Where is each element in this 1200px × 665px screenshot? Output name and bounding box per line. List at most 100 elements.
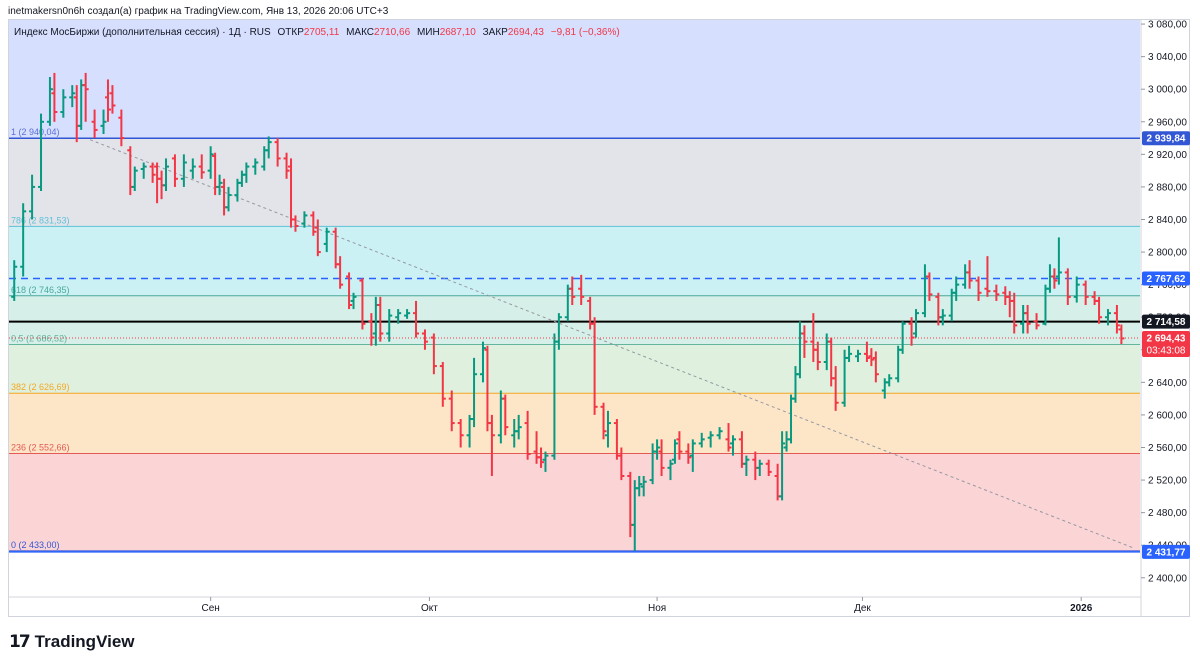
y-tick-label: 2 960,00	[1148, 117, 1187, 128]
ohlc-bar	[386, 309, 393, 342]
ohlc-bar	[189, 158, 196, 179]
ohlc-bar	[69, 85, 76, 108]
symbol-name[interactable]: Индекс МосБиржи (дополнительная сессия) …	[14, 27, 271, 38]
ohlc-bar	[1104, 309, 1111, 326]
ohlc-bar	[578, 274, 585, 305]
tradingview-logo-icon: 17	[9, 632, 31, 652]
price-badge[interactable]	[1142, 271, 1190, 286]
ohlc-bar	[729, 435, 736, 456]
fib-level-label: 382 (2 626,69)	[11, 382, 70, 392]
ohlc-bar	[993, 284, 1000, 301]
y-tick-label: 2 640,00	[1148, 378, 1187, 389]
y-tick-label: 2 560,00	[1148, 443, 1187, 454]
ohlc-bar	[1096, 296, 1103, 324]
ohlc-bar	[1011, 292, 1018, 334]
price-badge[interactable]	[1142, 544, 1190, 559]
ohlc-bar	[801, 325, 808, 358]
ohlc-bar	[60, 89, 67, 118]
ohlc-bar	[46, 77, 53, 126]
ohlc-bar	[1055, 237, 1062, 285]
ohlc-bar	[198, 154, 205, 179]
price-badge[interactable]	[1142, 131, 1190, 146]
ohlc-bar	[346, 272, 353, 310]
ohlc-bar	[975, 276, 982, 301]
ohlc-bar	[488, 414, 495, 476]
ohlc-bar	[252, 158, 259, 175]
ohlc-bar	[171, 154, 178, 187]
fib-zone-top	[9, 20, 1140, 139]
ohlc-bar	[225, 186, 232, 212]
ohlc-bar	[1024, 305, 1031, 334]
ohlc-bar	[20, 203, 27, 277]
ohlc-bar	[131, 166, 138, 191]
ohlc-bar	[636, 476, 643, 497]
fib-zone	[9, 453, 1140, 551]
ohlc-bar	[676, 431, 683, 460]
ohlc-bar	[1082, 280, 1089, 305]
x-tick-label: 2026	[1070, 603, 1093, 614]
low-value: 2687,10	[439, 27, 476, 38]
ohlc-bar	[515, 414, 522, 440]
ohlc-bar	[377, 296, 384, 342]
fib-zone	[9, 138, 1140, 227]
ohlc-bar	[310, 211, 317, 236]
fib-level-label: 236 (2 552,66)	[11, 442, 70, 452]
ohlc-bar	[555, 313, 562, 350]
low-label: МИН	[416, 27, 440, 38]
last-price-timer: 03:43:08	[1147, 346, 1186, 357]
ohlc-bar	[439, 362, 446, 407]
open-label: ОТКР	[277, 27, 304, 38]
ohlc-bar	[899, 321, 906, 354]
price-badge-label: 2 714,58	[1147, 317, 1186, 328]
last-price-label: 2 694,43	[1147, 334, 1186, 345]
chart-attribution: inetmakersn0n6h создал(а) график на Trad…	[8, 6, 389, 17]
ohlc-bar	[29, 174, 36, 220]
ohlc-bar	[926, 272, 933, 301]
ohlc-bar	[658, 439, 665, 476]
price-badge-label: 2 431,77	[1147, 547, 1186, 558]
x-tick-label: Дек	[854, 603, 871, 614]
change-value: −9,81 (−0,36%)	[550, 27, 620, 38]
x-tick-label: Сен	[202, 603, 220, 614]
ohlc-bar	[109, 85, 116, 114]
ohlc-bar	[671, 439, 678, 464]
fib-level-label: 1 (2 940,04)	[11, 127, 60, 137]
ohlc-bar	[814, 341, 821, 371]
price-badge[interactable]	[1142, 314, 1190, 329]
tradingview-logo[interactable]: 17 TradingView	[9, 632, 135, 652]
ohlc-bar	[149, 162, 156, 183]
ohlc-bar	[685, 443, 692, 464]
ohlc-bar	[846, 345, 853, 362]
ohlc-bar	[1051, 268, 1058, 289]
ohlc-bar	[11, 260, 18, 301]
y-tick-label: 2 880,00	[1148, 182, 1187, 193]
last-price-badge[interactable]	[1142, 331, 1190, 358]
ohlc-bar	[1113, 305, 1120, 334]
ohlc-bar	[359, 278, 366, 330]
ohlc-bar	[591, 317, 598, 415]
ohlc-bar	[538, 447, 545, 468]
ohlc-bar	[886, 374, 893, 387]
ohlc-bar	[448, 390, 455, 432]
y-tick-label: 3 040,00	[1148, 52, 1187, 63]
ohlc-bar	[953, 276, 960, 301]
y-tick-label: 2 600,00	[1148, 410, 1187, 421]
ohlc-bar	[600, 402, 607, 440]
x-tick-label: Окт	[421, 603, 438, 614]
ohlc-bar	[872, 351, 879, 383]
ohlc-bar	[863, 341, 870, 362]
y-tick-label: 2 800,00	[1148, 248, 1187, 259]
close-value: 2694,43	[507, 27, 544, 38]
open-value: 2705,11	[303, 27, 340, 38]
ohlc-bar	[984, 256, 991, 297]
ohlc-bar	[314, 219, 321, 257]
ohlc-bar	[82, 72, 89, 122]
ohlc-bar	[104, 79, 111, 122]
ohlc-bar	[913, 309, 920, 338]
fib-zone	[9, 226, 1140, 296]
fib-zone	[9, 344, 1140, 394]
fib-zone	[9, 393, 1140, 454]
ohlc-bar	[471, 357, 478, 428]
trendline[interactable]	[89, 139, 1135, 549]
